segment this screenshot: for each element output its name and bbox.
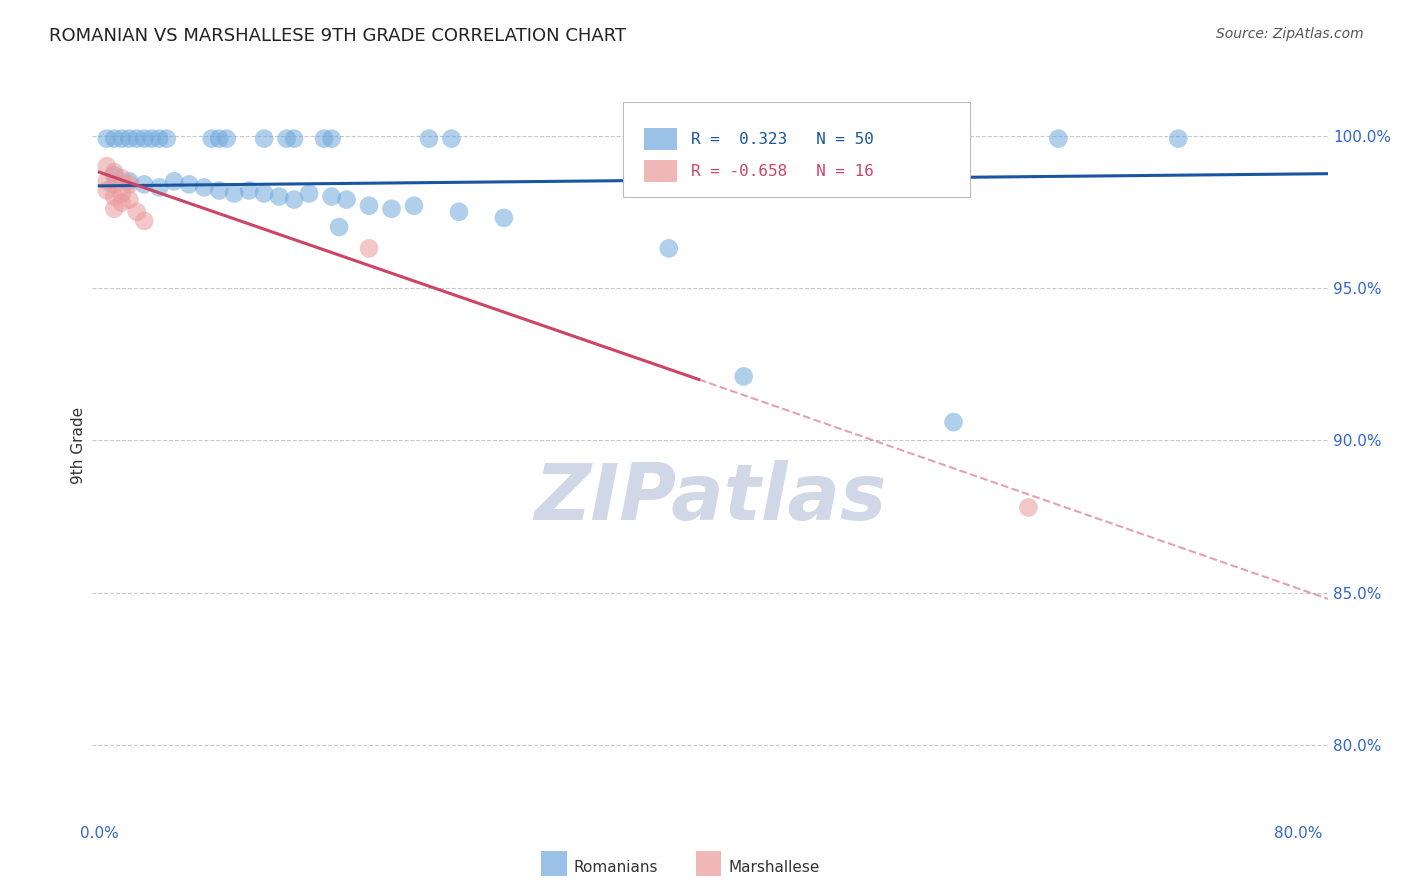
- Point: [208, 184, 231, 198]
- Point: [335, 193, 357, 207]
- Point: [253, 131, 276, 145]
- Point: [269, 189, 291, 203]
- Point: [321, 189, 343, 203]
- Text: R =  0.323   N = 50: R = 0.323 N = 50: [692, 132, 875, 146]
- Point: [208, 131, 231, 145]
- Point: [111, 131, 134, 145]
- Point: [141, 131, 163, 145]
- Point: [276, 131, 298, 145]
- Point: [283, 193, 305, 207]
- Point: [179, 178, 201, 192]
- Text: Marshallese: Marshallese: [728, 861, 820, 875]
- Text: ROMANIAN VS MARSHALLESE 9TH GRADE CORRELATION CHART: ROMANIAN VS MARSHALLESE 9TH GRADE CORREL…: [49, 27, 626, 45]
- Point: [312, 131, 335, 145]
- Point: [1167, 131, 1189, 145]
- Point: [492, 211, 515, 225]
- Point: [103, 131, 125, 145]
- Point: [111, 195, 134, 210]
- Point: [156, 131, 179, 145]
- Point: [103, 189, 125, 203]
- Point: [163, 174, 186, 188]
- Point: [103, 168, 125, 182]
- Point: [125, 204, 148, 219]
- Point: [96, 159, 118, 173]
- Point: [111, 171, 134, 186]
- Point: [357, 241, 380, 255]
- Point: [103, 165, 125, 179]
- Text: Romanians: Romanians: [574, 861, 658, 875]
- Point: [733, 369, 755, 384]
- Text: ZIPatlas: ZIPatlas: [534, 459, 886, 536]
- FancyBboxPatch shape: [623, 103, 970, 196]
- Point: [253, 186, 276, 201]
- Point: [148, 131, 170, 145]
- Point: [1047, 131, 1070, 145]
- Point: [418, 131, 440, 145]
- Text: Source: ZipAtlas.com: Source: ZipAtlas.com: [1216, 27, 1364, 41]
- Point: [103, 178, 125, 192]
- Point: [96, 131, 118, 145]
- Point: [447, 204, 470, 219]
- Point: [96, 174, 118, 188]
- Point: [134, 178, 156, 192]
- Bar: [644, 128, 676, 151]
- Point: [215, 131, 238, 145]
- Point: [125, 131, 148, 145]
- Point: [134, 214, 156, 228]
- Point: [380, 202, 402, 216]
- Bar: [644, 160, 676, 182]
- Point: [118, 193, 141, 207]
- Point: [134, 131, 156, 145]
- Point: [440, 131, 463, 145]
- Point: [658, 241, 681, 255]
- Point: [1017, 500, 1039, 515]
- Point: [96, 184, 118, 198]
- Point: [118, 131, 141, 145]
- Point: [402, 199, 425, 213]
- Text: R = -0.658   N = 16: R = -0.658 N = 16: [692, 163, 875, 178]
- Point: [672, 131, 695, 145]
- Point: [193, 180, 215, 194]
- Point: [103, 202, 125, 216]
- Y-axis label: 9th Grade: 9th Grade: [72, 407, 86, 483]
- Point: [357, 199, 380, 213]
- Point: [942, 415, 965, 429]
- Point: [224, 186, 246, 201]
- Point: [328, 220, 350, 235]
- Point: [283, 131, 305, 145]
- Point: [238, 184, 260, 198]
- Point: [755, 131, 778, 145]
- Point: [201, 131, 224, 145]
- Point: [118, 174, 141, 188]
- Point: [643, 131, 665, 145]
- Point: [118, 178, 141, 192]
- Point: [710, 131, 733, 145]
- Point: [298, 186, 321, 201]
- Point: [111, 186, 134, 201]
- Point: [321, 131, 343, 145]
- Point: [148, 180, 170, 194]
